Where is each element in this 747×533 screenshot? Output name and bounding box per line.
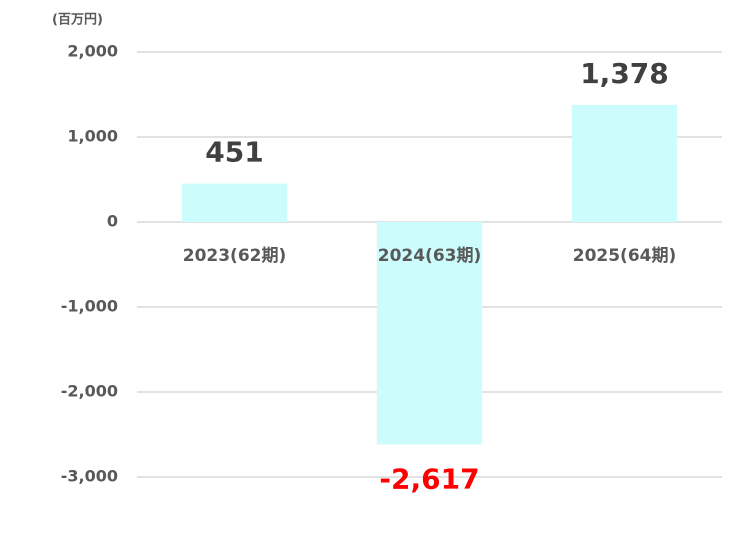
unit-label: (百万円) <box>52 13 103 28</box>
y-tick-label: -2,000 <box>61 382 118 401</box>
x-tick-label: 2024(63期) <box>378 246 482 266</box>
y-tick-label: 0 <box>107 212 118 231</box>
x-tick-label: 2025(64期) <box>573 246 677 266</box>
data-label: 1,378 <box>580 57 669 90</box>
data-label: -2,617 <box>379 462 479 495</box>
y-tick-label: 1,000 <box>67 127 118 146</box>
y-tick-label: -3,000 <box>61 467 118 486</box>
y-tick-label: 2,000 <box>67 42 118 61</box>
data-label: 451 <box>205 136 263 169</box>
y-tick-label: -1,000 <box>61 297 118 316</box>
bar <box>181 183 288 222</box>
bar <box>376 222 483 445</box>
x-tick-label: 2023(62期) <box>183 246 287 266</box>
bar <box>571 104 678 222</box>
